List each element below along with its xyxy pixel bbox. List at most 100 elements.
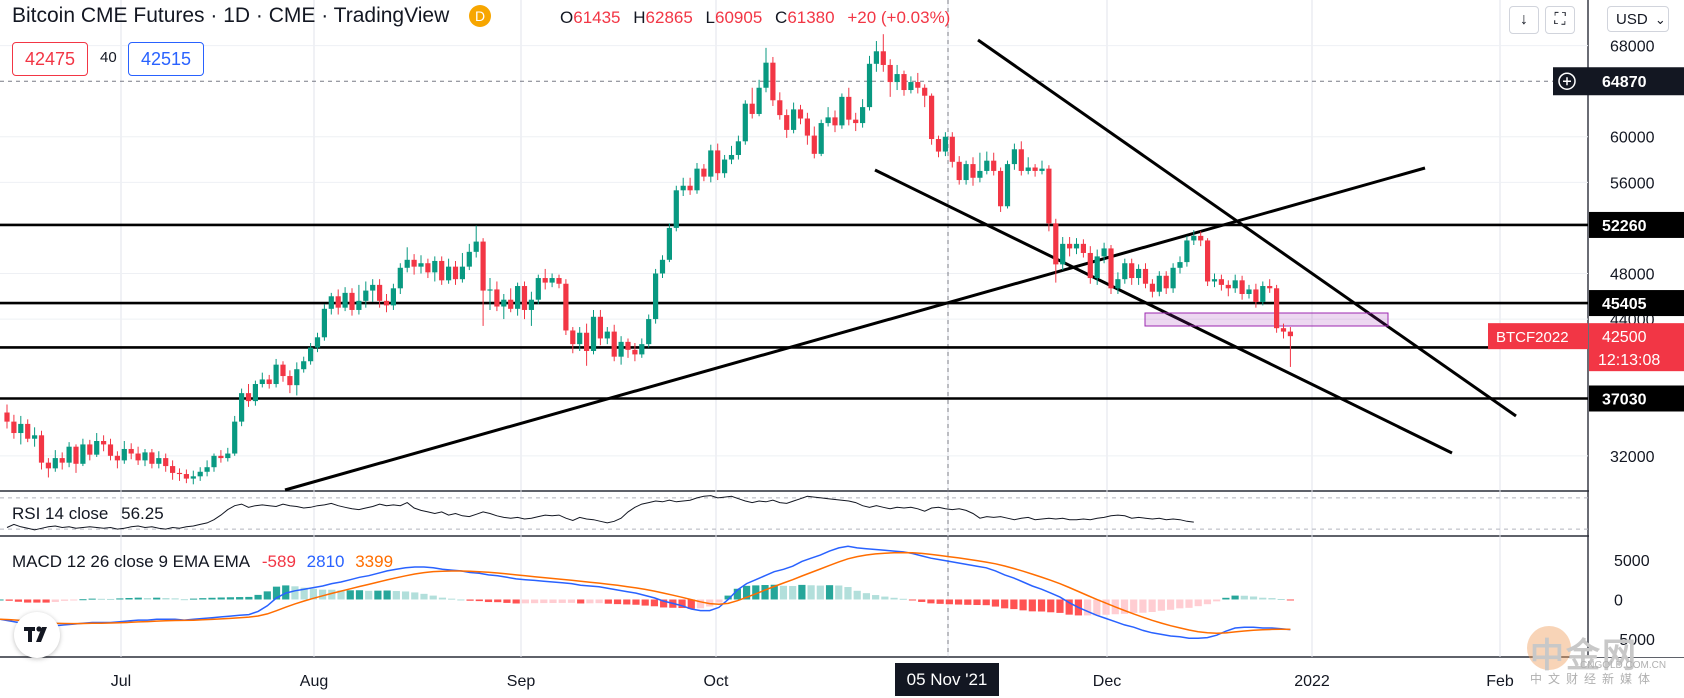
candle[interactable]: [170, 460, 176, 480]
candle[interactable]: [1149, 279, 1155, 298]
candle[interactable]: [818, 119, 824, 157]
candle[interactable]: [784, 109, 790, 138]
candle[interactable]: [556, 274, 562, 289]
candle[interactable]: [929, 93, 935, 145]
candle[interactable]: [101, 435, 107, 452]
candle[interactable]: [183, 469, 189, 484]
candle[interactable]: [777, 92, 783, 120]
candle[interactable]: [1122, 258, 1128, 284]
candle[interactable]: [342, 287, 348, 312]
candle[interactable]: [715, 143, 721, 181]
candle[interactable]: [584, 323, 590, 366]
candle[interactable]: [666, 223, 672, 263]
candle[interactable]: [1136, 264, 1142, 285]
candle[interactable]: [1156, 271, 1162, 297]
candle[interactable]: [949, 132, 955, 168]
candle[interactable]: [4, 404, 10, 429]
candle[interactable]: [1073, 238, 1080, 255]
candle[interactable]: [604, 327, 610, 345]
last-price-label[interactable]: BTCF2022 42500 12:13:08: [1488, 323, 1684, 372]
rsi-line[interactable]: [6, 495, 1194, 531]
candle[interactable]: [618, 336, 624, 365]
buy-button[interactable]: 42515: [128, 42, 205, 76]
candle[interactable]: [1053, 218, 1059, 283]
candle[interactable]: [694, 162, 700, 194]
candle[interactable]: [259, 372, 265, 388]
candle[interactable]: [797, 104, 804, 125]
candle[interactable]: [363, 281, 369, 308]
candle[interactable]: [646, 314, 652, 348]
candle[interactable]: [425, 258, 431, 279]
candle[interactable]: [894, 64, 900, 91]
candle[interactable]: [956, 156, 962, 185]
candle[interactable]: [846, 87, 852, 126]
candle[interactable]: [1163, 271, 1169, 294]
candle[interactable]: [32, 427, 38, 447]
rising-trendline[interactable]: [284, 166, 1426, 492]
candle[interactable]: [977, 152, 983, 183]
candle[interactable]: [1211, 273, 1218, 288]
candle[interactable]: [611, 324, 617, 362]
candle[interactable]: [515, 282, 521, 316]
candle[interactable]: [749, 87, 755, 119]
candle[interactable]: [149, 448, 155, 469]
candle[interactable]: [811, 126, 817, 159]
candle[interactable]: [728, 145, 735, 165]
candle[interactable]: [570, 327, 576, 354]
candles[interactable]: [4, 34, 1293, 485]
currency-select[interactable]: USD ⌄: [1607, 6, 1669, 32]
candle[interactable]: [639, 338, 645, 358]
candle[interactable]: [418, 255, 424, 274]
candle[interactable]: [107, 438, 114, 461]
candle[interactable]: [1115, 272, 1121, 294]
candle[interactable]: [1060, 237, 1066, 271]
candle[interactable]: [577, 327, 583, 351]
candle[interactable]: [377, 279, 383, 308]
candle[interactable]: [722, 154, 728, 178]
candle[interactable]: [280, 361, 286, 382]
candle[interactable]: [356, 284, 362, 315]
candle[interactable]: [1280, 323, 1287, 339]
candle[interactable]: [142, 448, 148, 467]
candle[interactable]: [763, 47, 769, 93]
candle[interactable]: [197, 467, 203, 481]
candle[interactable]: [328, 292, 334, 315]
candle[interactable]: [308, 343, 314, 365]
candle[interactable]: [114, 451, 120, 469]
candle[interactable]: [59, 452, 65, 470]
candle[interactable]: [984, 151, 990, 175]
candle[interactable]: [1267, 279, 1273, 293]
candle[interactable]: [880, 34, 886, 72]
candle[interactable]: [370, 279, 376, 302]
macd-signal-line[interactable]: [0, 551, 1291, 635]
candle[interactable]: [45, 458, 51, 478]
candle[interactable]: [66, 442, 72, 468]
candle[interactable]: [632, 343, 638, 362]
macd-line[interactable]: [0, 545, 1291, 640]
tradingview-logo-icon[interactable]: [14, 612, 60, 658]
candle[interactable]: [625, 338, 631, 358]
consolidation-box[interactable]: [1144, 312, 1389, 327]
candle[interactable]: [38, 430, 45, 470]
candle[interactable]: [94, 433, 100, 457]
candle[interactable]: [508, 288, 514, 313]
candle[interactable]: [52, 450, 58, 472]
candle[interactable]: [335, 289, 341, 315]
candle[interactable]: [1039, 160, 1045, 175]
candle[interactable]: [1205, 238, 1211, 287]
candle[interactable]: [273, 358, 279, 388]
candle[interactable]: [404, 247, 410, 273]
candle[interactable]: [1011, 143, 1017, 170]
candle[interactable]: [204, 460, 210, 477]
candle[interactable]: [1101, 242, 1107, 264]
sell-button[interactable]: 42475: [12, 42, 89, 76]
candle[interactable]: [1218, 274, 1224, 291]
fullscreen-icon[interactable]: ⛶: [1545, 6, 1575, 34]
candle[interactable]: [287, 370, 293, 394]
candle[interactable]: [970, 157, 976, 186]
candle[interactable]: [1239, 275, 1245, 300]
candle[interactable]: [742, 100, 748, 145]
candle[interactable]: [590, 309, 597, 355]
macd-pane[interactable]: [0, 545, 1294, 640]
